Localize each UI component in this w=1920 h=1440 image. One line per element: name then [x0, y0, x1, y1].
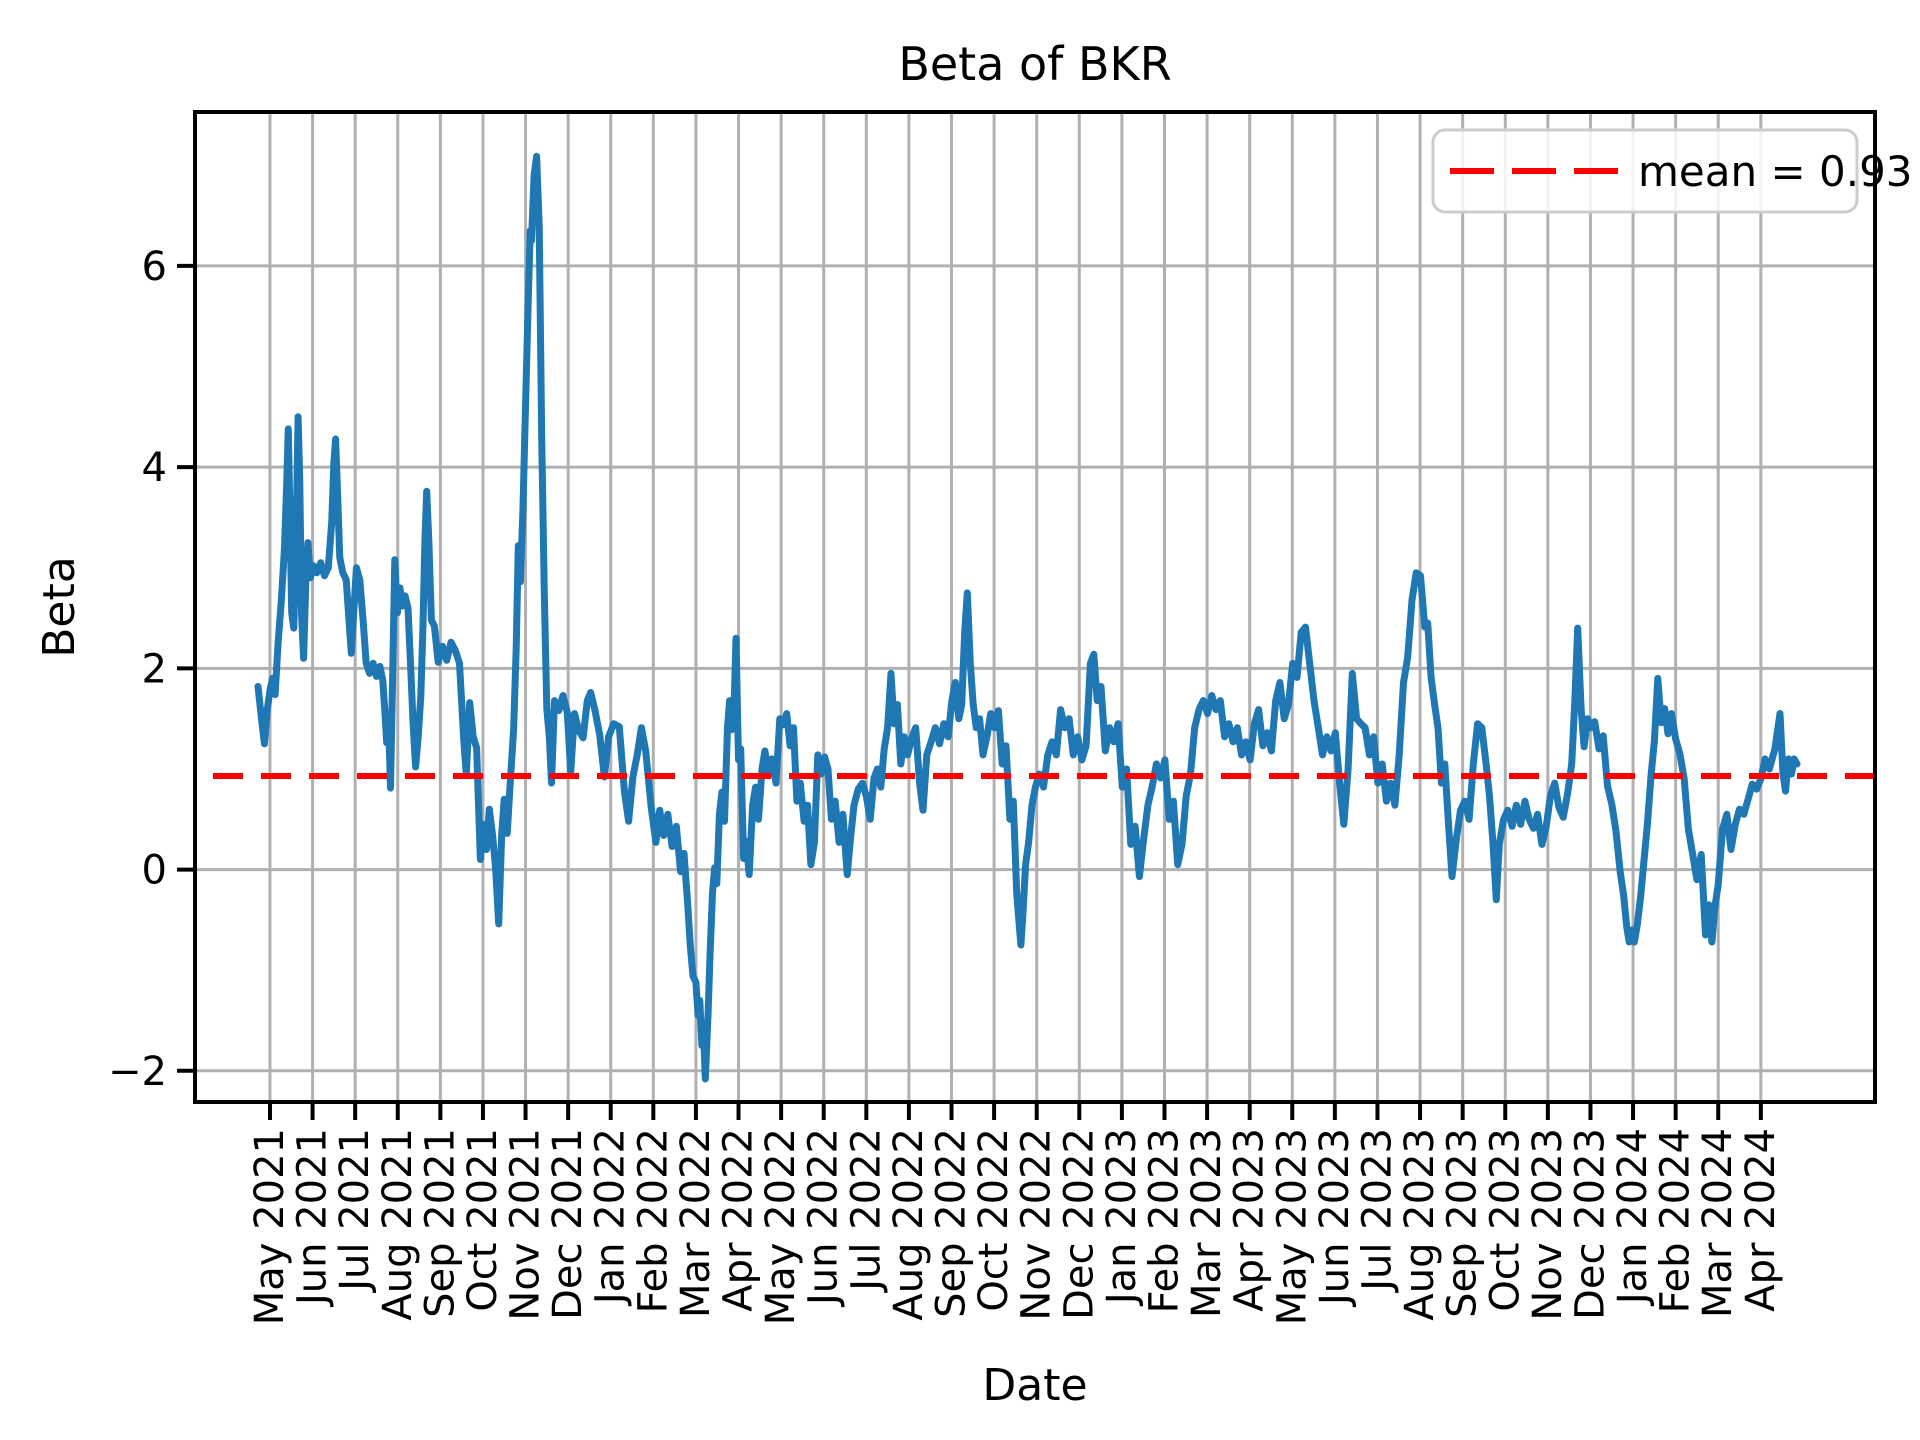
- axis-ticks: [177, 263, 1763, 1120]
- x-tick-label: Jun 2023: [1312, 1128, 1358, 1308]
- y-tick-labels: −2 0 2 4 6: [108, 244, 167, 1095]
- x-tick-label: Jan 2022: [588, 1128, 634, 1307]
- x-axis-label: Date: [982, 1360, 1087, 1411]
- y-tick-label: 6: [142, 244, 167, 290]
- x-tick-label: May 2023: [1269, 1128, 1315, 1325]
- x-tick-label: Nov 2023: [1525, 1128, 1571, 1321]
- x-tick-label: Nov 2022: [1014, 1128, 1060, 1321]
- x-tick-label: Jul 2022: [843, 1128, 889, 1294]
- x-tick-label: Oct 2021: [460, 1128, 506, 1312]
- y-axis-label: Beta: [34, 556, 85, 657]
- x-tick-label: Mar 2022: [673, 1128, 719, 1318]
- x-tick-label: Aug 2021: [375, 1128, 421, 1321]
- x-tick-label: Jan 2023: [1099, 1128, 1145, 1307]
- x-tick-label: Aug 2023: [1397, 1128, 1443, 1321]
- x-tick-label: May 2022: [758, 1128, 804, 1325]
- x-tick-label: Jun 2021: [290, 1128, 336, 1308]
- y-tick-label: 4: [142, 445, 167, 491]
- x-tick-label: Sep 2023: [1440, 1128, 1486, 1318]
- gridlines: [195, 112, 1875, 1102]
- x-tick-label: Jan 2024: [1610, 1128, 1656, 1307]
- x-tick-label: Feb 2023: [1141, 1128, 1187, 1313]
- x-tick-label: Feb 2022: [630, 1128, 676, 1313]
- y-tick-label: 0: [142, 848, 167, 894]
- x-tick-label: Dec 2021: [545, 1128, 591, 1320]
- x-tick-label: Apr 2022: [716, 1128, 762, 1312]
- legend-background: [1431, 128, 1859, 214]
- chart-title: Beta of BKR: [898, 37, 1171, 91]
- x-tick-label: Jul 2021: [332, 1128, 378, 1294]
- x-tick-label: Mar 2023: [1184, 1128, 1230, 1318]
- x-tick-label: Nov 2021: [503, 1128, 549, 1321]
- x-tick-label: Oct 2022: [971, 1128, 1017, 1312]
- x-tick-label: Dec 2023: [1567, 1128, 1613, 1320]
- plot-border: [193, 110, 1877, 1104]
- x-tick-label: Sep 2021: [417, 1128, 463, 1318]
- x-tick-label: Jul 2023: [1354, 1128, 1400, 1294]
- y-tick-label: −2: [108, 1049, 167, 1095]
- x-tick-label: Oct 2023: [1482, 1128, 1528, 1312]
- x-tick-label: Apr 2024: [1738, 1128, 1784, 1312]
- y-tick-label: 2: [142, 646, 167, 692]
- x-tick-label: May 2021: [247, 1128, 293, 1325]
- x-tick-label: Feb 2024: [1653, 1128, 1699, 1313]
- x-tick-label: Jun 2022: [801, 1128, 847, 1308]
- legend: mean = 0.93: [1431, 128, 1913, 214]
- x-tick-label: Sep 2022: [929, 1128, 975, 1318]
- x-tick-label: Mar 2024: [1695, 1128, 1741, 1318]
- legend-label: mean = 0.93: [1638, 147, 1913, 196]
- x-tick-label: Dec 2022: [1056, 1128, 1102, 1320]
- x-tick-label: Aug 2022: [886, 1128, 932, 1321]
- beta-series-line: [254, 152, 1801, 1083]
- x-tick-label: Apr 2023: [1227, 1128, 1273, 1312]
